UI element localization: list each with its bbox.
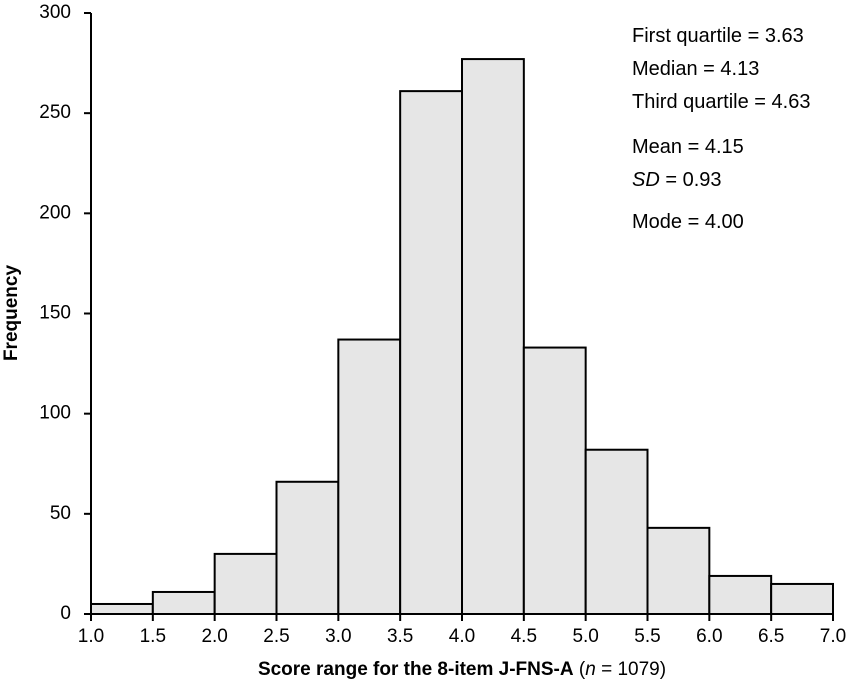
x-tick-label: 4.0 <box>449 626 475 647</box>
x-tick-label: 5.5 <box>634 626 660 647</box>
x-tick-label: 6.5 <box>758 626 784 647</box>
bar <box>399 90 463 615</box>
annotation: Mode = 4.00 <box>632 211 744 233</box>
bar <box>770 582 835 616</box>
bar <box>213 552 278 616</box>
bar <box>151 590 216 615</box>
y-tick-label: 50 <box>50 503 71 524</box>
bar <box>646 526 711 616</box>
x-label-part: Score range for the 8-item J-FNS-A <box>258 659 574 680</box>
annotation: Median = 4.13 <box>632 58 759 80</box>
y-tick-label: 300 <box>39 2 71 23</box>
y-tick-label: 0 <box>60 603 71 624</box>
x-tick-label: 6.0 <box>696 626 722 647</box>
bar <box>708 574 773 615</box>
x-tick-label: 2.0 <box>201 626 227 647</box>
x-tick-label: 3.0 <box>325 626 351 647</box>
y-axis-label: Frequency <box>1 265 22 362</box>
x-label-part: = 1079) <box>596 659 666 680</box>
x-tick-label: 2.5 <box>263 626 289 647</box>
bar <box>337 338 402 615</box>
y-tick-label: 200 <box>39 202 71 223</box>
x-axis-label: Score range for the 8-item J-FNS-A (n = … <box>258 659 666 680</box>
x-tick-label: 1.5 <box>140 626 166 647</box>
annotation: Mean = 4.15 <box>632 136 744 158</box>
bar <box>584 448 649 615</box>
annotation-text: Median = 4.13 <box>632 58 759 80</box>
bar <box>275 480 340 615</box>
annotation-text: First quartile = 3.63 <box>632 25 804 47</box>
y-tick-label: 100 <box>39 403 71 424</box>
annotation-text: Mean = 4.15 <box>632 136 744 158</box>
x-tick-label: 1.0 <box>78 626 104 647</box>
bar <box>522 346 587 615</box>
annotation: Third quartile = 4.63 <box>632 91 810 113</box>
annotation-text: SD <box>632 169 660 191</box>
y-tick-label: 150 <box>39 303 71 324</box>
annotation-text: = 0.93 <box>660 169 722 191</box>
annotations: First quartile = 3.63 Median = 4.13 Thir… <box>632 25 810 233</box>
y-tick-label: 250 <box>39 102 71 123</box>
x-label-part: ( <box>574 659 586 680</box>
annotation-text: Third quartile = 4.63 <box>632 91 810 113</box>
bar <box>90 602 154 616</box>
x-tick-label: 5.0 <box>572 626 598 647</box>
annotation-text: Mode = 4.00 <box>632 211 744 233</box>
x-tick-label: 4.5 <box>511 626 537 647</box>
annotation: First quartile = 3.63 <box>632 25 804 47</box>
bar <box>461 58 525 616</box>
x-label-part: n <box>585 659 596 680</box>
x-tick-label: 7.0 <box>820 626 846 647</box>
annotation: SD = 0.93 <box>632 169 722 191</box>
x-tick-label: 3.5 <box>387 626 413 647</box>
